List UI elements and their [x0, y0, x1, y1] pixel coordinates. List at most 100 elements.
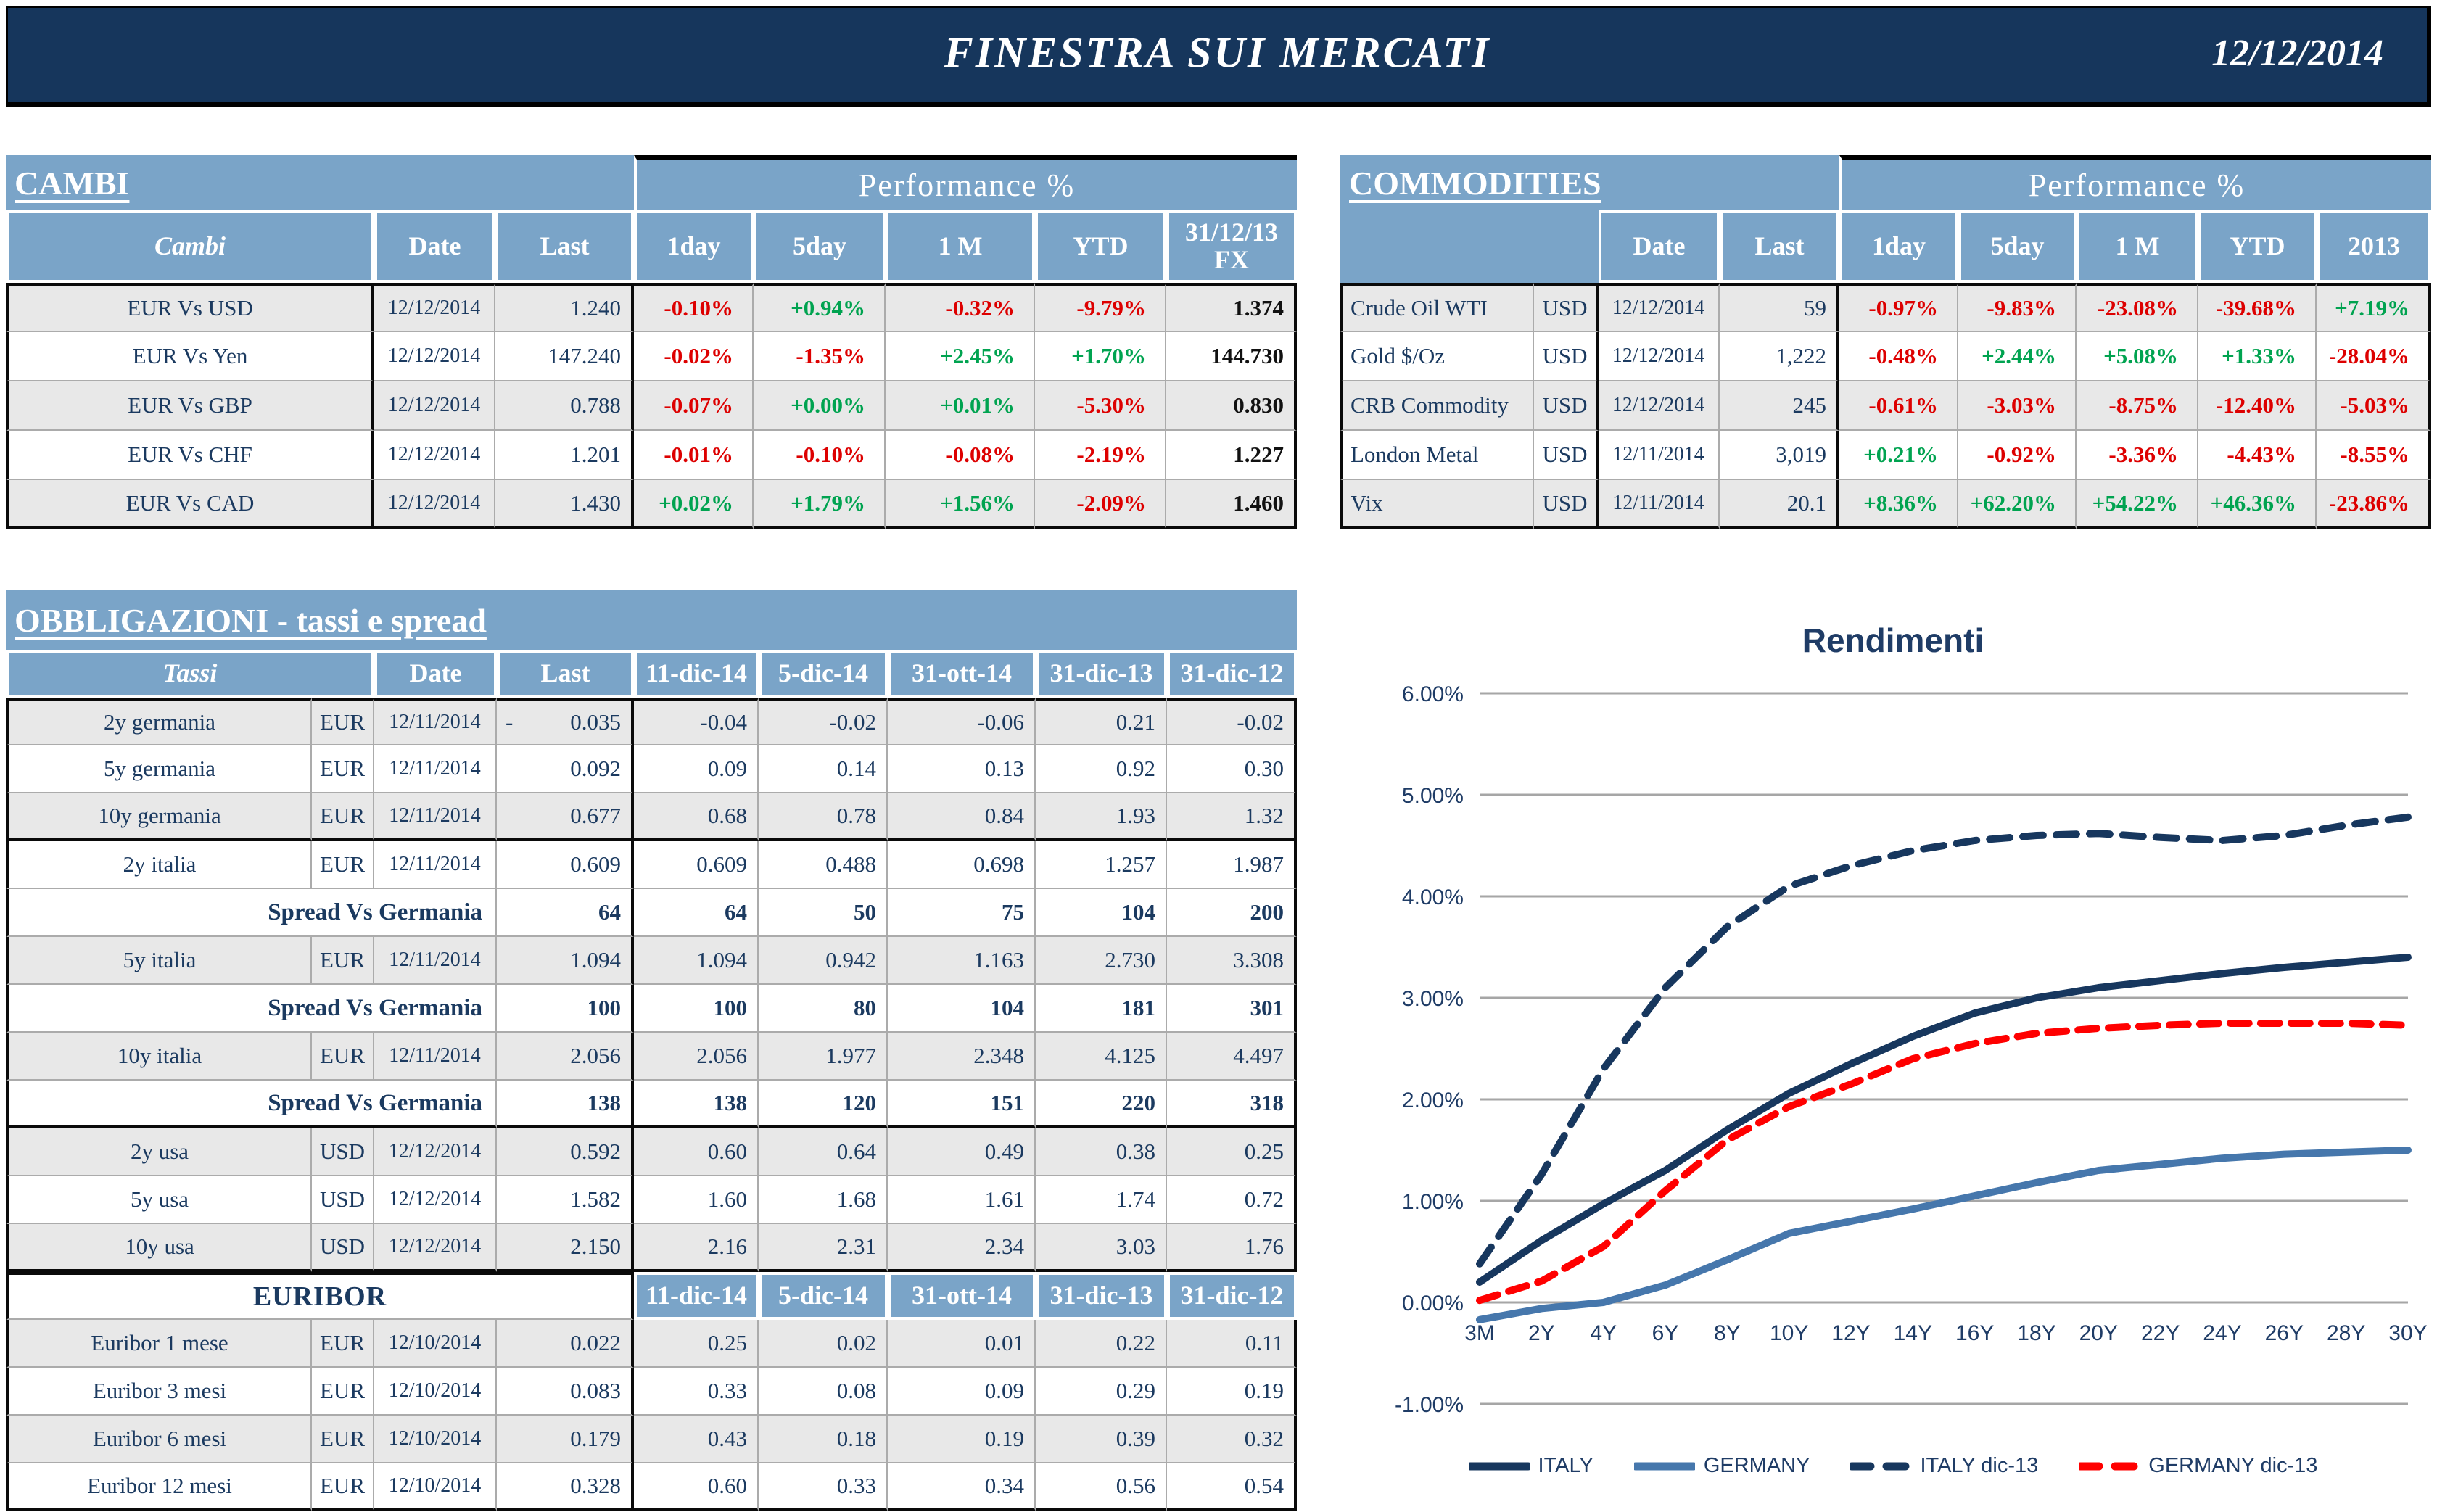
currency-code: EUR — [312, 937, 374, 985]
quote-date: 12/12/2014 — [374, 381, 495, 431]
column-header: 5-dic-14 — [759, 650, 888, 698]
perf-value: +0.21% — [1839, 431, 1958, 480]
currency-code: USD — [1534, 431, 1599, 480]
history-value: 0.33 — [759, 1463, 888, 1511]
history-value: 2.31 — [759, 1224, 888, 1272]
perf-value: -0.02% — [634, 332, 754, 381]
history-value: 1.977 — [759, 1033, 888, 1081]
column-header: Tassi — [6, 650, 374, 698]
quote-date: 12/11/2014 — [374, 1033, 497, 1081]
history-value: 0.84 — [888, 793, 1036, 841]
history-value: 0.92 — [1036, 745, 1167, 793]
fx-pair-name: EUR Vs Yen — [6, 332, 374, 381]
last-value: 0.788 — [495, 381, 634, 431]
x-axis-tick: 30Y — [2388, 1321, 2427, 1345]
currency-code: USD — [1534, 283, 1599, 332]
bond-name: 5y usa — [6, 1176, 312, 1224]
spread-history-value: 200 — [1167, 889, 1297, 937]
currency-code: USD — [312, 1176, 374, 1224]
y-axis-tick: -1.00% — [1395, 1393, 1464, 1417]
history-value: 2.34 — [888, 1224, 1036, 1272]
fx-ref-value: 1.374 — [1166, 283, 1297, 332]
perf-value: -2.09% — [1035, 480, 1166, 529]
history-value: 2.730 — [1036, 937, 1167, 985]
spread-history-value: 104 — [888, 985, 1036, 1033]
page-title: FINESTRA SUI MERCATI — [944, 28, 1491, 77]
currency-code: USD — [1534, 381, 1599, 431]
history-value: 0.21 — [1036, 698, 1167, 745]
x-axis-tick: 28Y — [2327, 1321, 2365, 1345]
spread-label: Spread Vs Germania — [6, 985, 497, 1033]
column-header: 31-dic-12 — [1167, 650, 1297, 698]
history-value: 0.488 — [759, 841, 888, 889]
legend-item: ITALY dic-13 — [1850, 1454, 2038, 1478]
history-value: 1.68 — [759, 1176, 888, 1224]
history-value: 0.56 — [1036, 1463, 1167, 1511]
perf-value: +2.44% — [1958, 332, 2077, 381]
quote-date: 12/11/2014 — [374, 793, 497, 841]
legend-label: GERMANY dic-13 — [2148, 1454, 2318, 1477]
column-header: 1day — [1839, 210, 1958, 283]
spread-history-value: 80 — [759, 985, 888, 1033]
bond-name: Euribor 12 mesi — [6, 1463, 312, 1511]
perf-value: -9.79% — [1035, 283, 1166, 332]
y-axis-tick: 3.00% — [1402, 987, 1464, 1011]
report-date: 12/12/2014 — [2211, 33, 2383, 75]
perf-value: +1.33% — [2198, 332, 2317, 381]
currency-code: EUR — [312, 1463, 374, 1511]
currency-code: USD — [1534, 332, 1599, 381]
column-header: 31-ott-14 — [888, 650, 1036, 698]
header-bar: FINESTRA SUI MERCATI 12/12/2014 — [6, 6, 2431, 107]
perf-value: -3.36% — [2077, 431, 2198, 480]
perf-value: -4.43% — [2198, 431, 2317, 480]
history-value: 0.32 — [1167, 1416, 1297, 1463]
quote-date: 12/10/2014 — [374, 1368, 497, 1416]
perf-value: -0.48% — [1839, 332, 1958, 381]
column-header: 11-dic-14 — [634, 1272, 759, 1320]
perf-value: -0.61% — [1839, 381, 1958, 431]
perf-value: -0.08% — [886, 431, 1035, 480]
column-header: Date — [374, 210, 495, 283]
quote-date: 12/11/2014 — [374, 841, 497, 889]
x-axis-tick: 6Y — [1652, 1321, 1679, 1345]
spread-history-value: 301 — [1167, 985, 1297, 1033]
perf-value: +62.20% — [1958, 480, 2077, 529]
commodities-performance-header: Performance % — [1839, 155, 2431, 210]
column-header: 31/12/13 FX — [1166, 210, 1297, 283]
column-header: 31-dic-13 — [1036, 1272, 1167, 1320]
commodities-table: COMMODITIES Performance % Date Last 1day 5day… — [1340, 155, 2431, 529]
history-value: 0.19 — [1167, 1368, 1297, 1416]
commodity-name: Crude Oil WTI — [1340, 283, 1534, 332]
perf-value: +1.79% — [754, 480, 886, 529]
quote-date: 12/11/2014 — [1599, 480, 1720, 529]
fx-pair-name: EUR Vs CHF — [6, 431, 374, 480]
column-header: 31-dic-13 — [1036, 650, 1167, 698]
column-header: 2013 — [2317, 210, 2431, 283]
legend-line-sample — [1633, 1462, 1695, 1470]
column-header: 5day — [1958, 210, 2077, 283]
column-header: YTD — [1035, 210, 1166, 283]
history-value: 0.13 — [888, 745, 1036, 793]
quote-date: 12/10/2014 — [374, 1416, 497, 1463]
quote-date: 12/10/2014 — [374, 1463, 497, 1511]
bond-name: 10y italia — [6, 1033, 312, 1081]
fx-ref-value: 1.227 — [1166, 431, 1297, 480]
perf-value: -0.01% — [634, 431, 754, 480]
y-axis-tick: 5.00% — [1402, 784, 1464, 808]
y-axis-tick: 2.00% — [1402, 1088, 1464, 1112]
history-value: 0.64 — [759, 1128, 888, 1176]
spread-label: Spread Vs Germania — [6, 889, 497, 937]
perf-value: +0.01% — [886, 381, 1035, 431]
last-value: 2.056 — [497, 1033, 634, 1081]
column-header: 11-dic-14 — [634, 650, 759, 698]
currency-code: EUR — [312, 841, 374, 889]
fx-pair-name: EUR Vs GBP — [6, 381, 374, 431]
x-axis-tick: 14Y — [1894, 1321, 1932, 1345]
history-value: 1.74 — [1036, 1176, 1167, 1224]
history-value: 1.094 — [634, 937, 759, 985]
history-value: 0.19 — [888, 1416, 1036, 1463]
last-value: 1.094 — [497, 937, 634, 985]
history-value: 0.60 — [634, 1128, 759, 1176]
x-axis-tick: 16Y — [1955, 1321, 1994, 1345]
history-value: 0.14 — [759, 745, 888, 793]
